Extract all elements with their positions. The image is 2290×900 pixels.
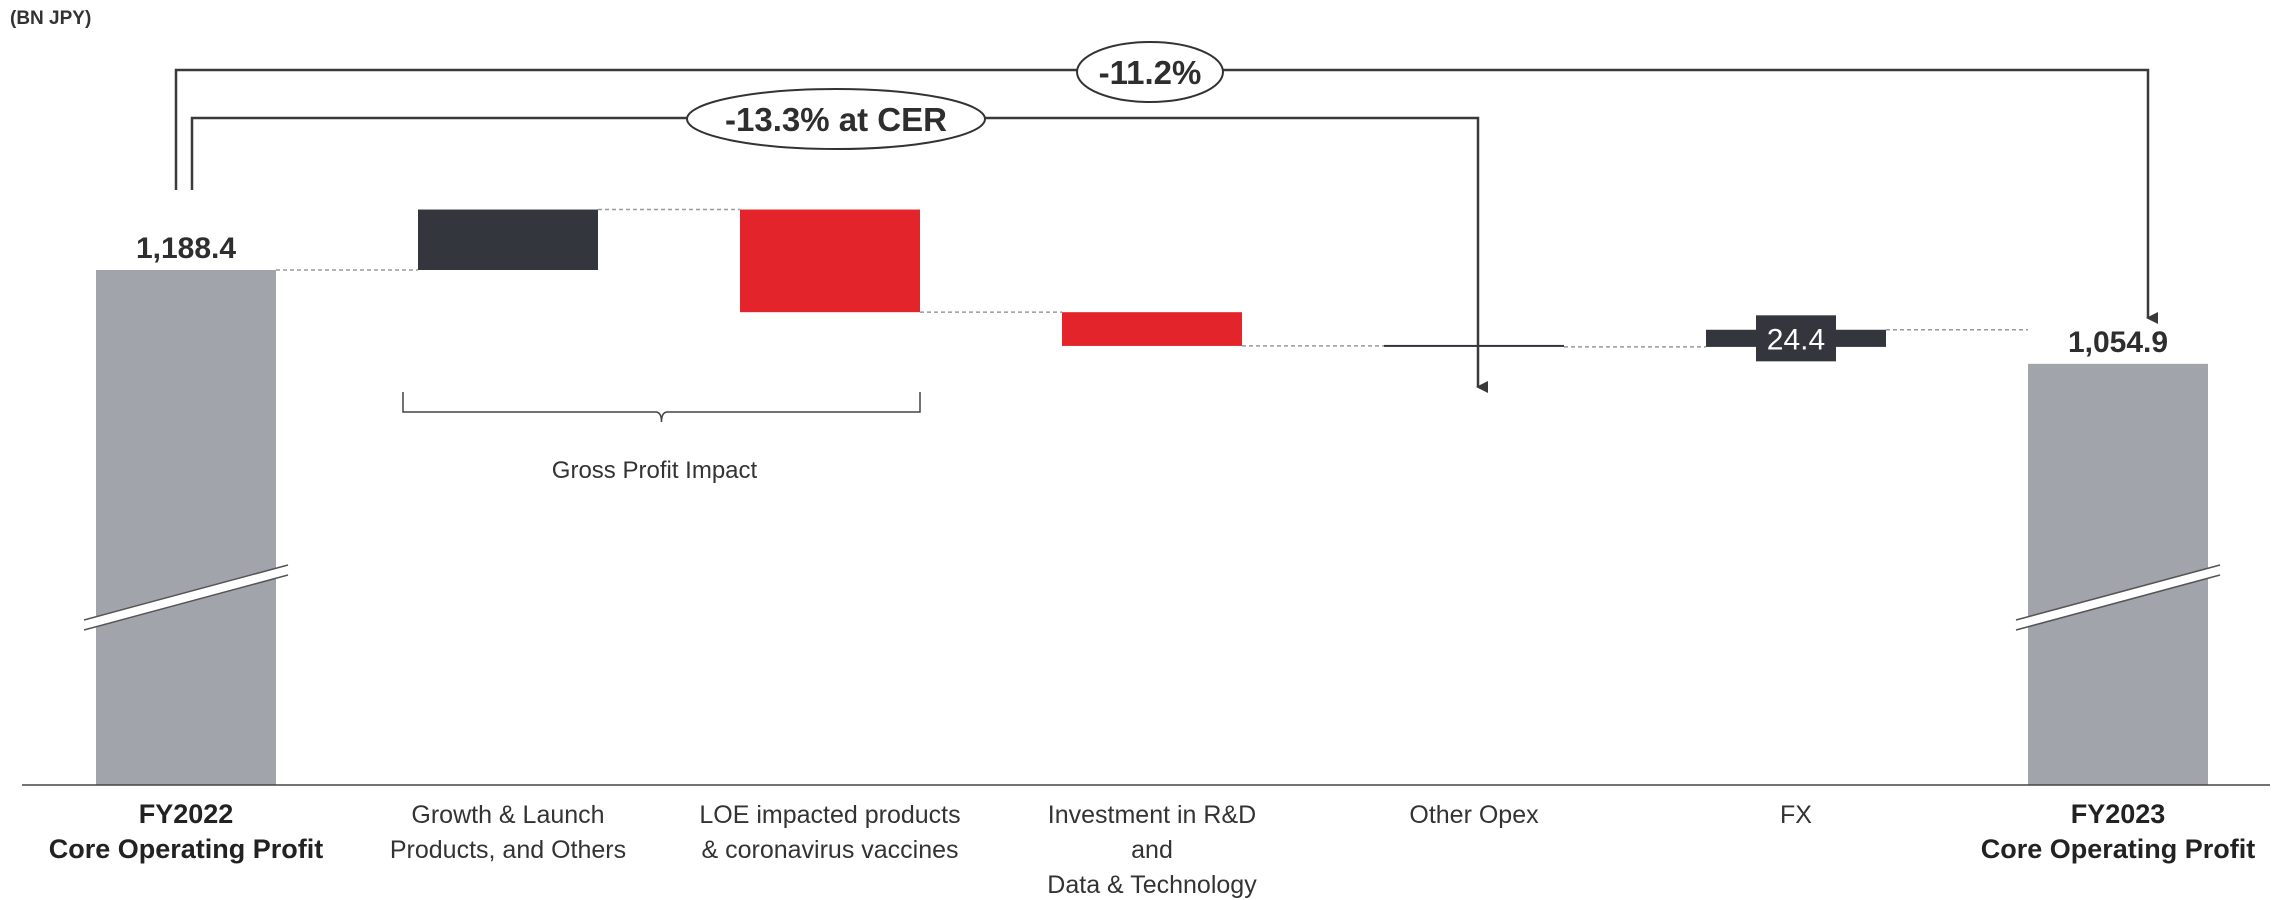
increase-bar [418,209,598,270]
category-label: Core Operating Profit [1981,834,2256,864]
gross-profit-bracket [402,392,921,423]
category-label: Investment in R&D [1048,801,1256,829]
total-bar [96,270,276,785]
category-label: LOE impacted products [699,801,960,829]
category-label: Data & Technology [1047,871,1257,899]
decrease-bar [740,209,920,313]
axis-break-gap [84,565,288,630]
fx-value-label: 24.4 [1767,323,1825,356]
axis-break-line [83,564,289,621]
total-value-label: 1,054.9 [2068,326,2168,359]
category-label: and [1131,836,1173,864]
cer-change-bubble [686,88,986,150]
axis-break-line [2015,574,2221,631]
total-value-label: 1,188.4 [136,232,236,265]
decrease-bar [1062,312,1242,346]
category-label: Growth & Launch [411,801,604,829]
overall-change-label: -11.2% [1099,54,1202,91]
axis-break-gap [2016,565,2220,630]
category-label: Products, and Others [390,836,626,864]
overall-change-arrow [174,68,2158,324]
category-label: Core Operating Profit [49,834,324,864]
fx-label-box [1756,315,1836,362]
decrease-bar [1384,344,1564,347]
axis-break-line [83,574,289,631]
category-label: Other Opex [1409,801,1539,829]
total-bar [2028,363,2208,785]
bracket-label: Gross Profit Impact [552,457,758,484]
unit-label: (BN JPY) [10,8,92,29]
cer-change-label: -13.3% at CER [725,101,947,138]
axis-break-line [2015,564,2221,621]
category-label: & coronavirus vaccines [701,836,958,864]
category-label: FX [1780,801,1812,829]
category-label: FY2023 [2071,799,2166,829]
category-label: FY2022 [139,799,234,829]
overall-change-bubble [1076,41,1224,103]
